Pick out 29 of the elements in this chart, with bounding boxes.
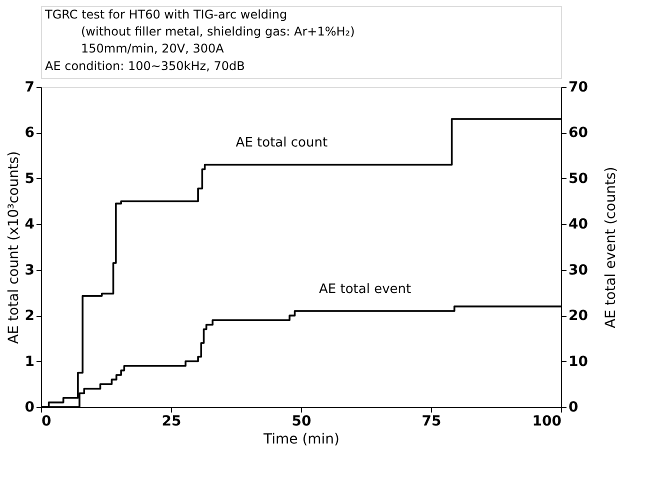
x-tick-label: 75 [422, 414, 442, 430]
y2-tick-label: 10 [568, 354, 588, 370]
text: AE condition: 100~350kHz, 70dB [45, 58, 245, 73]
y-tick-label: 6 [24, 125, 34, 142]
x-tick-label: 0 [42, 414, 52, 430]
x-axis-title: Time (min) [262, 432, 340, 448]
x-tick-label: 100 [532, 414, 562, 430]
y-tick-label: 2 [24, 308, 34, 324]
y-tick-label: 3 [24, 262, 34, 278]
x-tick-label: 25 [162, 414, 182, 430]
x-tick-label: 50 [292, 414, 312, 430]
chart-subtitle: (without filler metal, shielding gas: Ar+1%H₂) 150mm/min, 20V, 300A [81, 24, 355, 56]
y2-axis-title: AE total event (counts) [602, 166, 619, 328]
annotation: AE total count [236, 136, 328, 151]
y2-tick-label: 20 [568, 308, 588, 324]
y-tick-label: 0 [24, 400, 35, 416]
y2-tick-label: 30 [568, 262, 588, 278]
y2-tick-label: 70 [568, 80, 588, 96]
y-tick-label: 1 [24, 354, 34, 370]
y2-tick-label: 60 [568, 125, 588, 142]
y-tick-label: 4 [24, 216, 35, 233]
y2-tick-label: 0 [568, 400, 578, 416]
y2-tick-label: 50 [568, 170, 588, 187]
y-axis-title: AE total count (x10³counts) [6, 151, 22, 344]
y-tick-label: 5 [24, 170, 34, 187]
y2-tick-label: 40 [568, 216, 588, 233]
annotation: AE total event [319, 282, 412, 297]
chart-title: TGRC test for HT60 with TIG-arc welding [44, 7, 288, 22]
y-tick-label: 7 [24, 80, 34, 96]
